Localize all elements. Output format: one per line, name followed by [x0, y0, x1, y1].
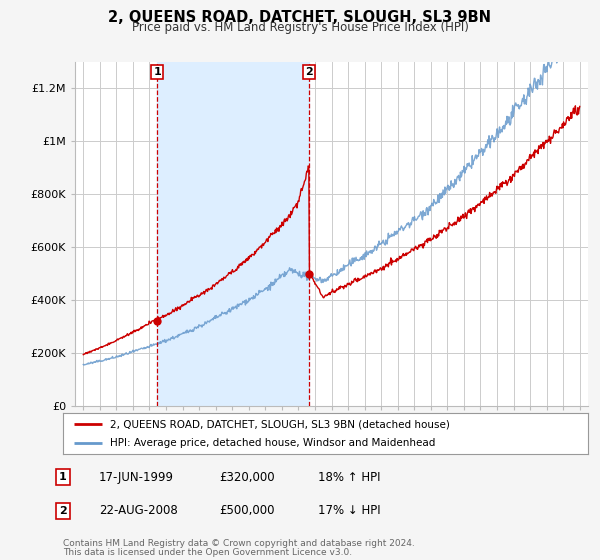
Text: 2: 2: [305, 67, 313, 77]
Bar: [157, 62, 309, 406]
Text: This data is licensed under the Open Government Licence v3.0.: This data is licensed under the Open Gov…: [63, 548, 352, 557]
Text: 1: 1: [59, 472, 67, 482]
Text: HPI: Average price, detached house, Windsor and Maidenhead: HPI: Average price, detached house, Wind…: [110, 438, 436, 447]
Text: Price paid vs. HM Land Registry's House Price Index (HPI): Price paid vs. HM Land Registry's House …: [131, 21, 469, 34]
Text: Contains HM Land Registry data © Crown copyright and database right 2024.: Contains HM Land Registry data © Crown c…: [63, 539, 415, 548]
Text: 17% ↓ HPI: 17% ↓ HPI: [318, 504, 380, 517]
Text: 18% ↑ HPI: 18% ↑ HPI: [318, 470, 380, 484]
Text: £500,000: £500,000: [219, 504, 275, 517]
Text: £320,000: £320,000: [219, 470, 275, 484]
Text: 1: 1: [153, 67, 161, 77]
Text: 2: 2: [59, 506, 67, 516]
Text: 17-JUN-1999: 17-JUN-1999: [99, 470, 174, 484]
Text: 2, QUEENS ROAD, DATCHET, SLOUGH, SL3 9BN: 2, QUEENS ROAD, DATCHET, SLOUGH, SL3 9BN: [109, 10, 491, 25]
Text: 22-AUG-2008: 22-AUG-2008: [99, 504, 178, 517]
Text: 2, QUEENS ROAD, DATCHET, SLOUGH, SL3 9BN (detached house): 2, QUEENS ROAD, DATCHET, SLOUGH, SL3 9BN…: [110, 419, 450, 429]
